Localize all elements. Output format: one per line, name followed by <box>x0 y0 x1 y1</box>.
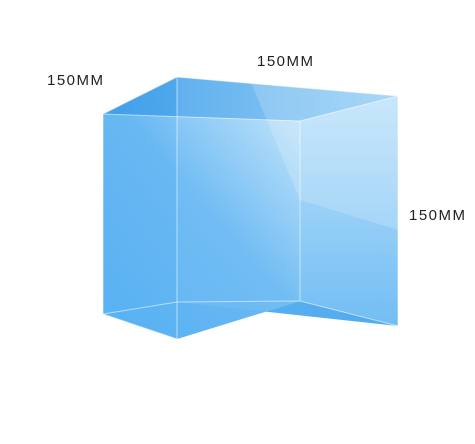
width-label: 150MM <box>257 53 315 70</box>
cube-right-face <box>300 96 398 326</box>
height-label: 150MM <box>409 207 467 224</box>
cube-highlight <box>250 80 398 230</box>
cube-edges <box>102 76 399 340</box>
depth-label: 150MM <box>47 72 105 89</box>
cube-front-face <box>103 114 300 339</box>
